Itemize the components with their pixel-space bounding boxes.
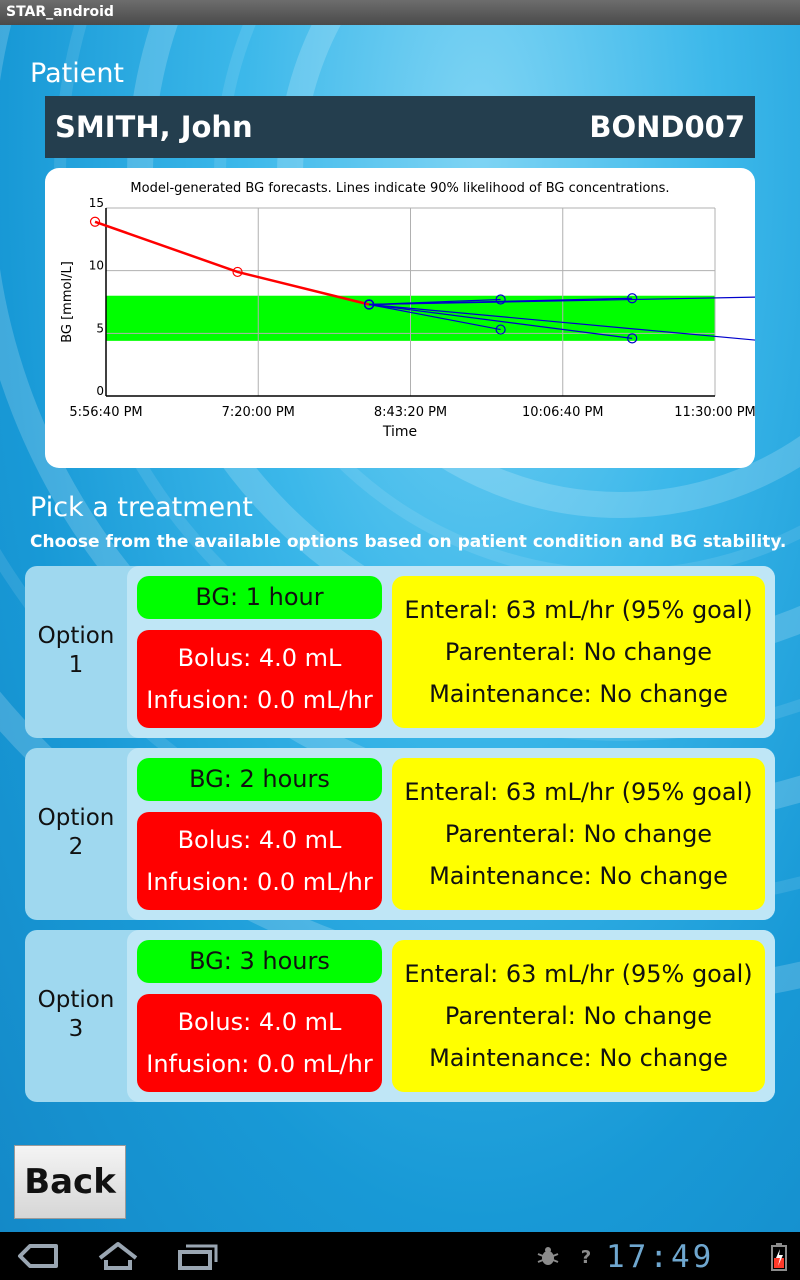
y-tick-label: 0	[96, 384, 104, 398]
series-line	[94, 220, 370, 306]
data-point	[495, 324, 506, 335]
svg-text:?: ?	[581, 1247, 591, 1268]
parenteral-text: Parenteral: No change	[444, 820, 713, 848]
treatment-option-2[interactable]: Option 2 BG: 2 hours Bolus: 4.0 mL Infus…	[25, 748, 775, 920]
option-label-line1: Option	[37, 805, 115, 831]
maintenance-text: Maintenance: No change	[429, 1044, 728, 1072]
x-tick-label: 7:20:00 PM	[222, 405, 295, 420]
bg-interval-button[interactable]: BG: 1 hour	[137, 576, 382, 619]
battery-icon	[771, 1243, 787, 1271]
option-label: Option 3	[25, 986, 127, 1044]
home-icon[interactable]	[96, 1240, 140, 1272]
bolus-text: Bolus: 4.0 mL	[177, 826, 342, 854]
enteral-text: Enteral: 63 mL/hr (95% goal)	[404, 960, 753, 988]
chart-title: Model-generated BG forecasts. Lines indi…	[130, 181, 669, 196]
y-tick-label: 5	[96, 321, 104, 335]
bg-forecast-chart: 5:56:40 PM 7:20:00 PM 8:43:20 PM 10:06:40 P…	[45, 168, 755, 468]
back-icon[interactable]	[16, 1240, 60, 1272]
option-label: Option 1	[25, 622, 127, 680]
insulin-box[interactable]: Bolus: 4.0 mL Infusion: 0.0 mL/hr	[137, 812, 382, 910]
treatment-option-1[interactable]: Option 1 BG: 1 hour Bolus: 4.0 mL Infusi…	[25, 566, 775, 738]
data-point	[627, 333, 638, 344]
patient-id: BOND007	[589, 110, 745, 144]
data-point	[627, 293, 638, 304]
option-label-line1: Option	[37, 623, 115, 649]
x-tick-label: 10:06:40 PM	[522, 405, 604, 420]
enteral-text: Enteral: 63 mL/hr (95% goal)	[404, 596, 753, 624]
maintenance-text: Maintenance: No change	[429, 862, 728, 890]
patient-name: SMITH, John	[55, 110, 253, 144]
bolus-text: Bolus: 4.0 mL	[177, 644, 342, 672]
treatment-subtitle: Choose from the available options based …	[30, 532, 787, 552]
back-button[interactable]: Back	[14, 1145, 126, 1219]
option-label-number: 2	[68, 834, 84, 860]
parenteral-text: Parenteral: No change	[444, 1002, 713, 1030]
nutrition-box[interactable]: Enteral: 63 mL/hr (95% goal) Parenteral:…	[392, 758, 765, 910]
insulin-box[interactable]: Bolus: 4.0 mL Infusion: 0.0 mL/hr	[137, 630, 382, 728]
y-tick-label: 10	[89, 259, 104, 273]
window-title: STAR_android	[0, 0, 800, 25]
option-label: Option 2	[25, 804, 127, 862]
bg-interval-button[interactable]: BG: 2 hours	[137, 758, 382, 801]
option-label-number: 3	[68, 1016, 84, 1042]
x-tick-label: 8:43:20 PM	[374, 405, 447, 420]
treatment-option-3[interactable]: Option 3 BG: 3 hours Bolus: 4.0 mL Infus…	[25, 930, 775, 1102]
infusion-text: Infusion: 0.0 mL/hr	[146, 868, 373, 896]
data-point	[363, 299, 375, 310]
series-line	[368, 303, 501, 331]
infusion-text: Infusion: 0.0 mL/hr	[146, 686, 373, 714]
parenteral-text: Parenteral: No change	[444, 638, 713, 666]
series-line	[369, 303, 755, 341]
enteral-text: Enteral: 63 mL/hr (95% goal)	[404, 778, 753, 806]
option-label-number: 1	[68, 652, 84, 678]
nutrition-box[interactable]: Enteral: 63 mL/hr (95% goal) Parenteral:…	[392, 940, 765, 1092]
treatment-section-title: Pick a treatment	[30, 492, 253, 523]
series-line	[369, 296, 755, 306]
bg-interval-button[interactable]: BG: 3 hours	[137, 940, 382, 983]
clock: 17:49	[606, 1239, 715, 1275]
unknown-status-icon: ?	[581, 1247, 591, 1268]
series-line	[369, 303, 633, 339]
data-point	[495, 294, 506, 305]
data-point	[232, 266, 243, 278]
y-axis-label: BG [mmol/L]	[60, 261, 75, 343]
infusion-text: Infusion: 0.0 mL/hr	[146, 1050, 373, 1078]
system-nav-bar: ?	[0, 1232, 800, 1280]
insulin-box[interactable]: Bolus: 4.0 mL Infusion: 0.0 mL/hr	[137, 994, 382, 1092]
nutrition-box[interactable]: Enteral: 63 mL/hr (95% goal) Parenteral:…	[392, 576, 765, 728]
chart-svg: 5:56:40 PM 7:20:00 PM 8:43:20 PM 10:06:40 P…	[60, 181, 755, 440]
y-tick-label: 15	[89, 196, 104, 210]
recent-apps-icon[interactable]	[176, 1240, 220, 1272]
option-label-line1: Option	[37, 987, 115, 1013]
bolus-text: Bolus: 4.0 mL	[177, 1008, 342, 1036]
debug-icon	[537, 1247, 559, 1265]
x-tick-label: 11:30:00 PM	[674, 405, 755, 420]
x-tick-label: 5:56:40 PM	[69, 405, 142, 420]
patient-section-title: Patient	[30, 58, 125, 89]
data-point	[89, 216, 101, 227]
x-axis-label: Time	[382, 424, 417, 440]
patient-header: SMITH, John BOND007	[45, 96, 755, 158]
maintenance-text: Maintenance: No change	[429, 680, 728, 708]
